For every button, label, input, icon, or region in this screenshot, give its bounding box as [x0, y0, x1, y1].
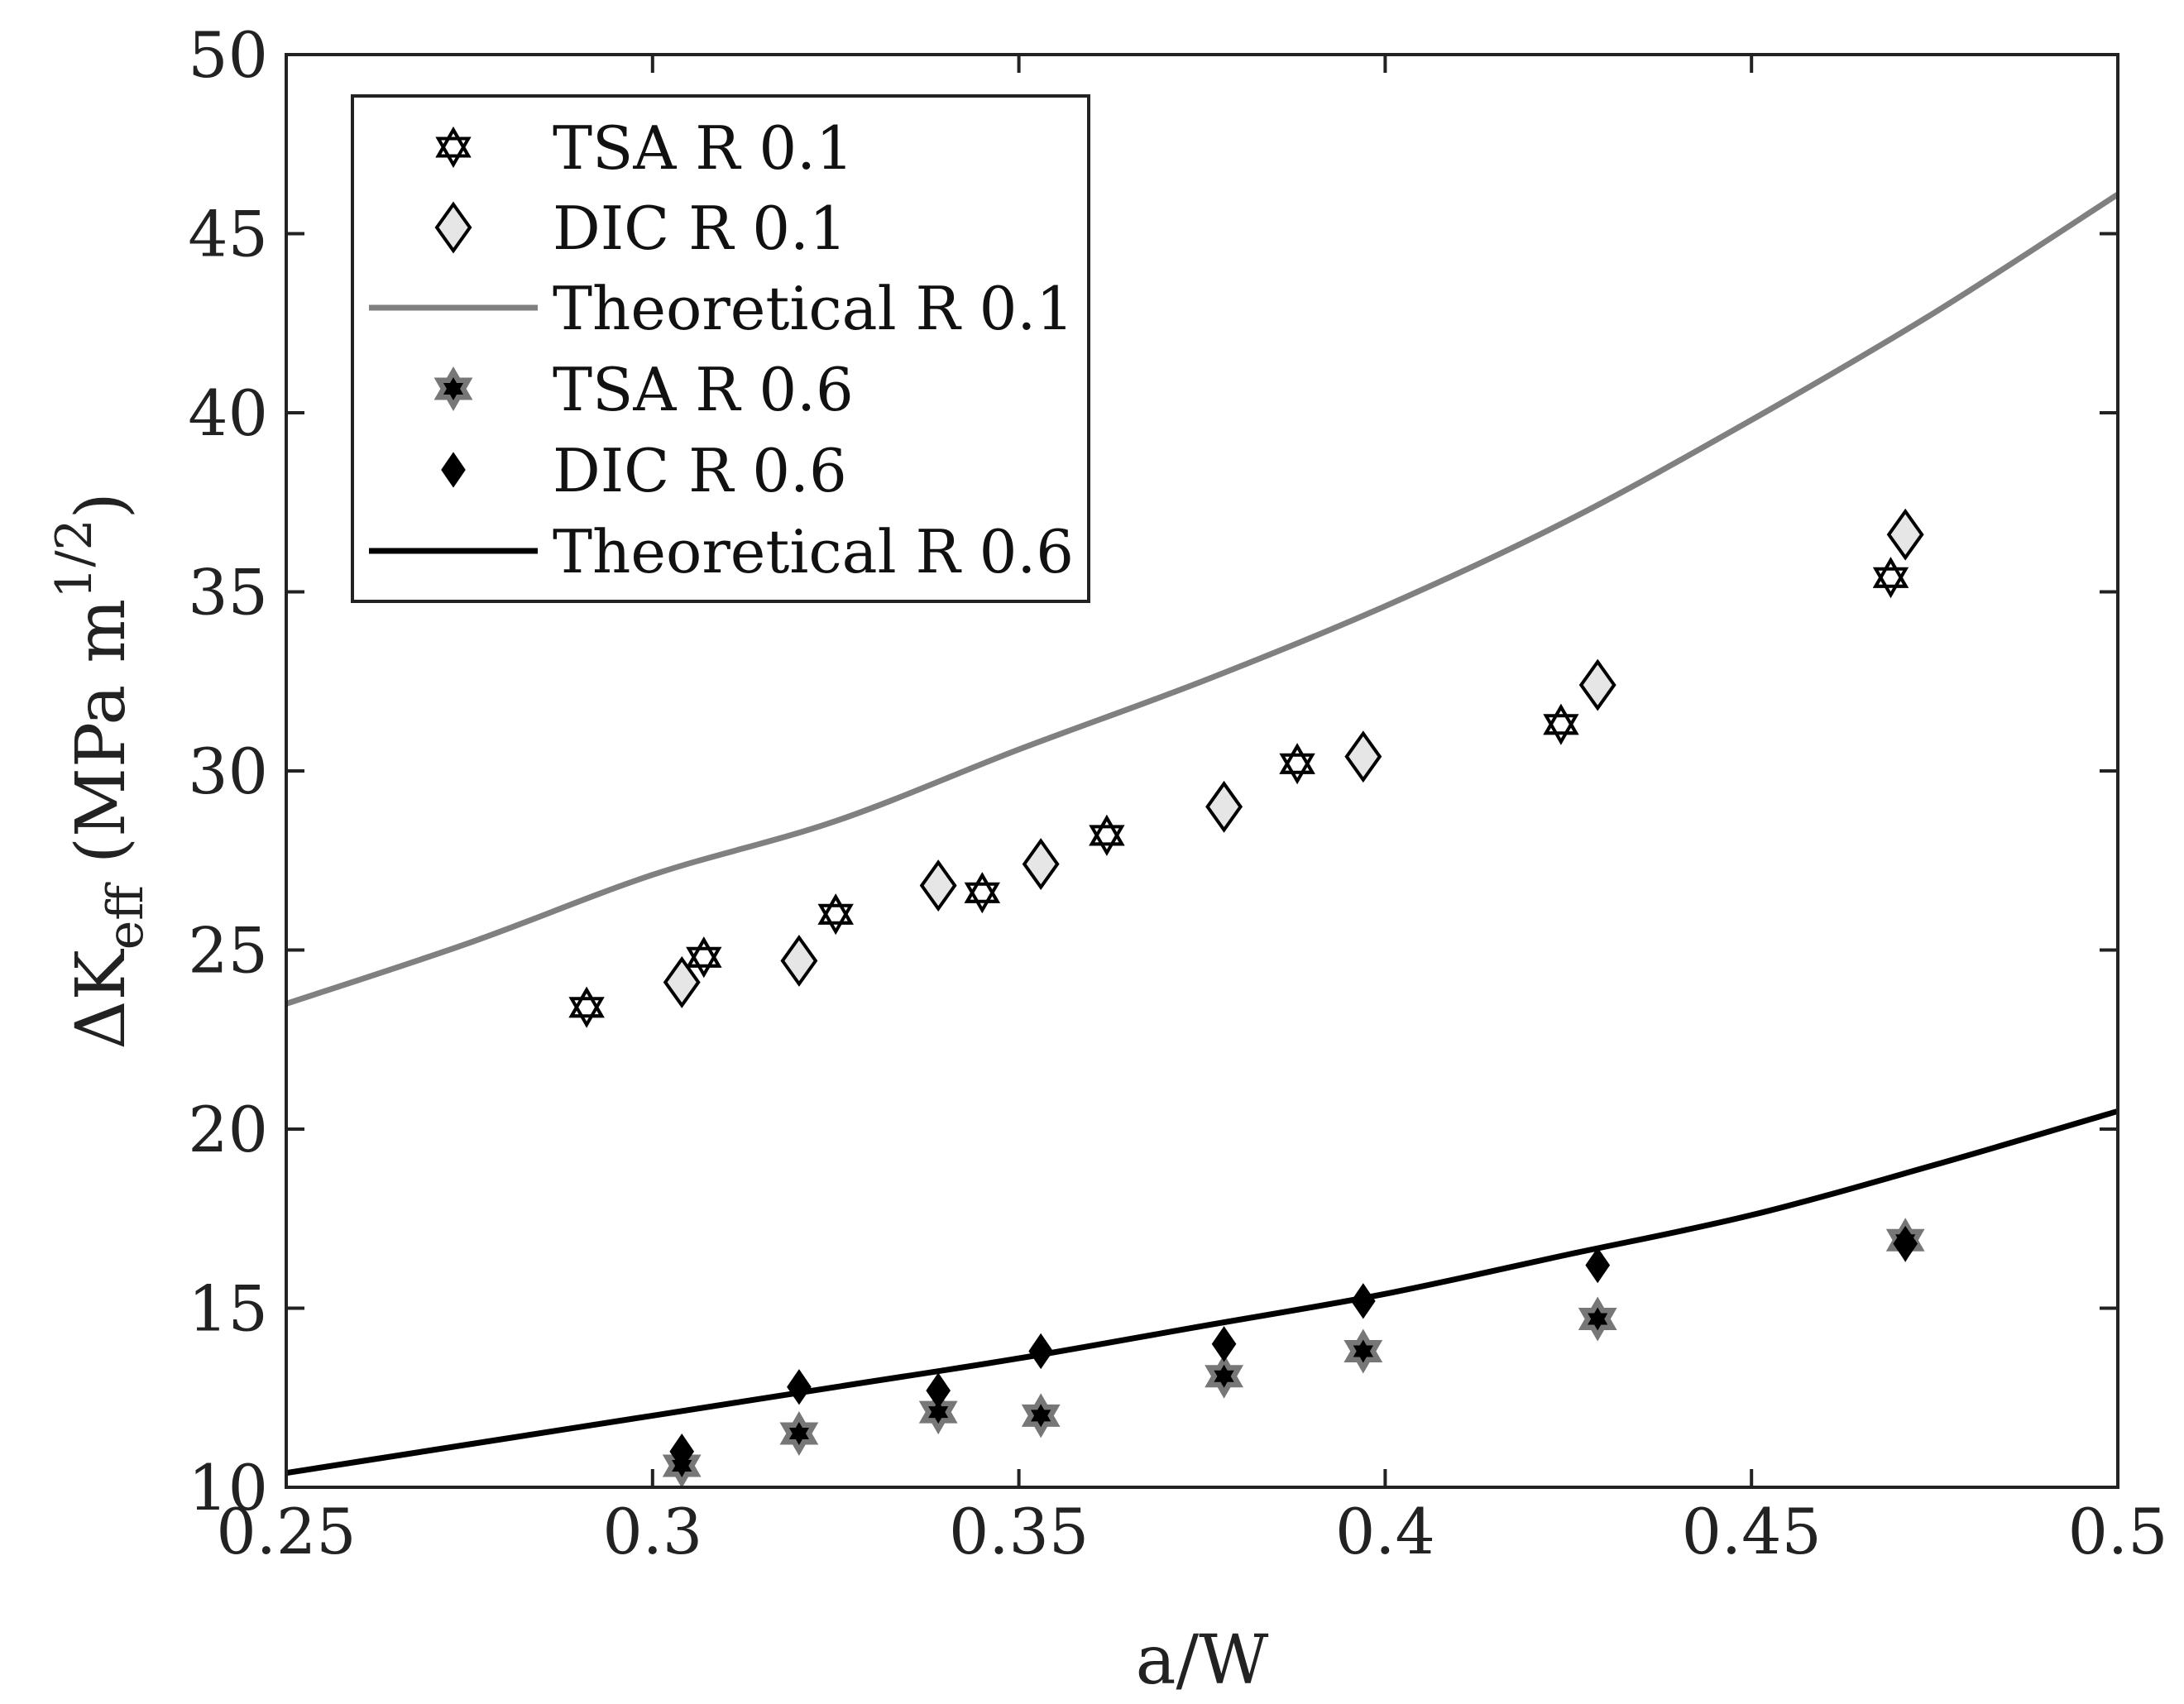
data-point: [568, 986, 605, 1028]
legend-item-tsa-r-0-1: TSA R 0.1: [435, 113, 854, 183]
legend-box: [351, 94, 1090, 603]
series-dic-r-0-6: [669, 1225, 1918, 1470]
data-point: [1351, 1283, 1376, 1319]
y-tick-label: 15: [188, 1272, 268, 1346]
data-point: [1344, 730, 1382, 783]
legend-label: DIC R 0.1: [553, 194, 847, 263]
legend-label: TSA R 0.1: [553, 113, 854, 183]
data-point: [1578, 1296, 1617, 1342]
y-tick-label: 45: [188, 198, 268, 271]
data-point: [1211, 1326, 1237, 1362]
data-point: [1279, 743, 1315, 785]
x-tick-label: 0.45: [1682, 1495, 1822, 1568]
legend-item-theoretical-r-0-1: Theoretical R 0.1: [369, 274, 1074, 343]
legend-swatch-marker: [435, 127, 472, 168]
y-axis-title: ΔKeff (MPa m1/2): [46, 492, 155, 1049]
data-point: [1205, 780, 1243, 833]
legend-item-dic-r-0-6: DIC R 0.6: [441, 436, 847, 505]
series-dic-r-0-1: [663, 508, 1924, 1008]
series-markers: [568, 508, 1925, 1488]
x-tick-label: 0.3: [602, 1495, 702, 1568]
y-tick-label: 10: [188, 1451, 268, 1525]
y-axis-title-superscript: 1/2: [46, 519, 103, 599]
data-point: [817, 893, 854, 936]
series-line-theoretical-r-0-6: [285, 1108, 2119, 1477]
data-point: [780, 935, 818, 987]
data-point: [926, 1372, 951, 1409]
data-point: [1886, 508, 1924, 561]
data-point: [1343, 1328, 1383, 1374]
legend-item-tsa-r-0-6: TSA R 0.6: [433, 355, 854, 424]
data-point: [1022, 838, 1060, 891]
x-tick-label: 0.35: [949, 1495, 1089, 1568]
data-point: [787, 1369, 812, 1405]
data-point: [1205, 1353, 1243, 1399]
data-point: [669, 1434, 695, 1470]
data-point: [1543, 703, 1579, 745]
x-tick-label: 0.4: [1335, 1495, 1435, 1568]
legend-label: Theoretical R 0.6: [553, 517, 1074, 586]
series-tsa-r-0-1: [568, 557, 1909, 1028]
legend-item-dic-r-0-1: DIC R 0.1: [434, 194, 847, 263]
data-point: [919, 859, 957, 912]
data-point: [964, 872, 1000, 914]
axis-ticks: 0.25 0.3 0.35 0.4 0.45 0.5 10 15 20 25 30 35 40 45 50: [188, 18, 2167, 1568]
y-tick-label: 20: [188, 1093, 268, 1166]
data-point: [1872, 557, 1909, 599]
y-axis-title-units: (MPa m: [62, 599, 141, 885]
x-tick-label: 0.5: [2068, 1495, 2168, 1568]
y-axis-title-subscript: eff: [97, 882, 155, 950]
legend-swatch-marker: [434, 201, 472, 254]
y-axis-title-units-close: ): [62, 492, 141, 519]
y-tick-label: 40: [188, 376, 268, 450]
legend-label: DIC R 0.6: [553, 436, 847, 505]
y-tick-label: 35: [188, 556, 268, 629]
data-point: [1089, 814, 1125, 856]
y-tick-label: 30: [188, 735, 268, 808]
data-point: [1578, 658, 1616, 711]
y-tick-label: 25: [188, 914, 268, 988]
y-axis-title-prefix: ΔK: [62, 948, 141, 1049]
data-point: [1021, 1393, 1061, 1438]
series-line-theoretical-r-0-1: [285, 191, 2119, 1007]
legend-label: TSA R 0.6: [553, 355, 854, 424]
legend: TSA R 0.1 DIC R 0.1 Theoretical R 0.1 TSA R…: [351, 94, 1090, 603]
data-point: [663, 956, 701, 1008]
legend-swatch-marker: [441, 452, 466, 488]
y-tick-label: 50: [188, 18, 268, 92]
legend-swatch-marker: [433, 366, 473, 411]
data-point: [1585, 1247, 1611, 1284]
legend-item-theoretical-r-0-6: Theoretical R 0.6: [369, 517, 1074, 586]
data-point: [1893, 1225, 1918, 1262]
series-tsa-r-0-6: [662, 1218, 1925, 1488]
x-tick-label: 0.25: [216, 1495, 356, 1568]
data-point: [686, 936, 722, 979]
series-lines: [285, 191, 2119, 1477]
x-axis-title: a/W: [1136, 1621, 1270, 1700]
data-point: [779, 1411, 819, 1456]
legend-label: Theoretical R 0.1: [553, 274, 1074, 343]
data-point: [1028, 1333, 1053, 1370]
